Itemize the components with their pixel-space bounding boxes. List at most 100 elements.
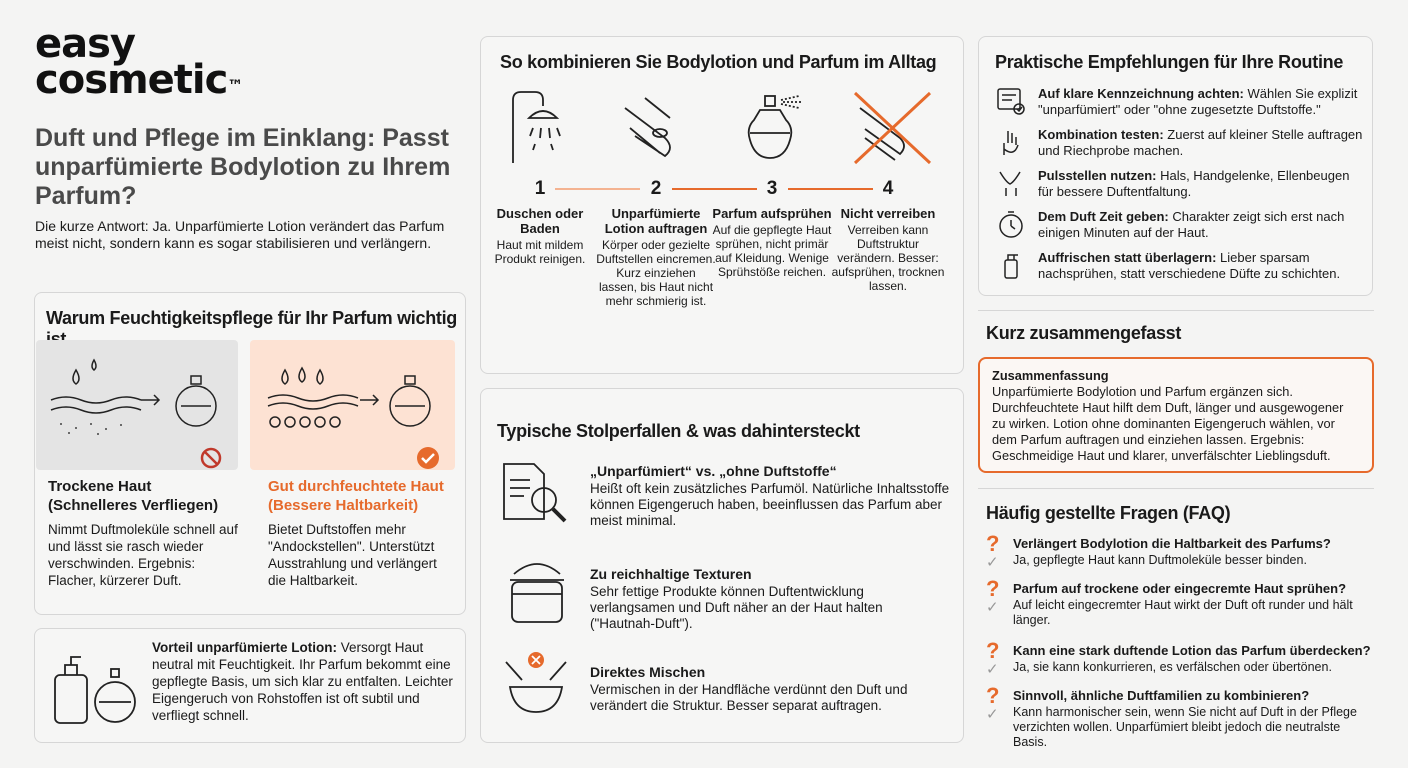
check-icon: ✓ bbox=[986, 706, 999, 723]
faq-item[interactable]: Parfum auf trockene oder eingecremte Hau… bbox=[1013, 581, 1373, 628]
step-connector bbox=[788, 188, 873, 190]
routine-card: So kombinieren Sie Bodylotion und Parfum… bbox=[480, 36, 964, 374]
pitfalls-title: Typische Stolperfallen & was dahinterste… bbox=[497, 421, 860, 441]
summary-box: Zusammenfassung Unparfümierte Bodylotion… bbox=[978, 357, 1374, 473]
mixing-bowl-icon bbox=[505, 652, 567, 713]
summary-text: Unparfümierte Bodylotion und Parfum ergä… bbox=[992, 384, 1344, 463]
pitfall-title: „Unparfümiert“ vs. „ohne Duftstoffe“ bbox=[590, 463, 837, 479]
dry-skin-desc: Nimmt Duftmoleküle schnell auf und lässt… bbox=[48, 522, 238, 588]
moist-skin-text: Gut durchfeuchtete Haut (Bessere Haltbar… bbox=[268, 477, 458, 589]
hands-lotion-icon bbox=[624, 97, 671, 158]
logo-tm: ™ bbox=[227, 76, 243, 95]
advantage-card: Vorteil unparfümierte Lotion: Versorgt H… bbox=[34, 628, 466, 743]
tip-label: Auf klare Kennzeichnung achten: bbox=[1038, 86, 1244, 101]
faq-answer: Ja, gepflegte Haut kann Duftmoleküle bes… bbox=[1013, 553, 1307, 567]
step-title: Duschen oder Baden bbox=[496, 206, 584, 236]
faq-question: Parfum auf trockene oder eingecremte Hau… bbox=[1013, 581, 1347, 596]
divider bbox=[978, 488, 1374, 489]
question-icon: ? bbox=[986, 531, 1000, 556]
moist-skin-desc: Bietet Duftstoffen mehr "Andockstellen".… bbox=[268, 522, 437, 588]
pitfall-item: Direktes Mischen Vermischen in der Handfl… bbox=[590, 664, 950, 714]
routine-icons bbox=[512, 91, 932, 165]
question-icon: ? bbox=[986, 683, 1000, 708]
prohibited-icon bbox=[200, 447, 222, 469]
document-search-icon bbox=[503, 463, 567, 523]
moist-skin-panel bbox=[250, 340, 455, 470]
step-1: 1 Duschen oder Baden Haut mit mildem Produ… bbox=[480, 178, 600, 266]
faq-title: Häufig gestellte Fragen (FAQ) bbox=[986, 503, 1231, 523]
hand-test-icon bbox=[1003, 131, 1019, 155]
advantage-body: Versorgt Haut neutral mit Feuchtigkeit. … bbox=[152, 640, 453, 723]
faq-item[interactable]: Verlängert Bodylotion die Haltbarkeit de… bbox=[1013, 536, 1373, 568]
lotion-bottles-icon bbox=[54, 656, 136, 724]
step-desc: Auf die gepflegte Haut sprühen, nicht pr… bbox=[712, 223, 832, 279]
dry-skin-text: Trockene Haut (Schnelleres Verfliegen) N… bbox=[48, 477, 238, 589]
pitfall-desc: Heißt oft kein zusätzliches Parfumöl. Na… bbox=[590, 481, 950, 528]
check-icon: ✓ bbox=[986, 599, 999, 616]
step-number: 2 bbox=[650, 178, 662, 199]
dry-skin-panel bbox=[36, 340, 238, 470]
pitfall-desc: Sehr fettige Produkte können Duftentwick… bbox=[590, 584, 883, 631]
check-circle-icon bbox=[417, 447, 439, 469]
step-number: 3 bbox=[766, 178, 778, 199]
stopwatch-icon bbox=[999, 211, 1023, 238]
tip-item: Dem Duft Zeit geben: Charakter zeigt sic… bbox=[1038, 209, 1368, 241]
tip-label: Kombination testen: bbox=[1038, 127, 1164, 142]
faq-item[interactable]: Sinnvoll, ähnliche Duftfamilien zu kombi… bbox=[1013, 688, 1373, 750]
step-title: Unparfümierte Lotion auftragen bbox=[604, 206, 708, 236]
step-connector bbox=[555, 188, 640, 190]
faq-answer: Ja, sie kann konkurrieren, es verfälsche… bbox=[1013, 660, 1332, 674]
tips-card: Praktische Empfehlungen für Ihre Routine bbox=[978, 36, 1373, 296]
tip-label: Auffrischen statt überlagern: bbox=[1038, 250, 1217, 265]
check-icon: ✓ bbox=[986, 661, 999, 678]
check-icon: ✓ bbox=[986, 554, 999, 571]
tip-item: Pulsstellen nutzen: Hals, Handgelenke, E… bbox=[1038, 168, 1368, 200]
cream-jar-icon bbox=[510, 563, 564, 623]
step-connector bbox=[672, 188, 757, 190]
tip-item: Auf klare Kennzeichnung achten: Wählen S… bbox=[1038, 86, 1368, 118]
step-desc: Körper oder gezielte Duftstellen eincrem… bbox=[596, 238, 716, 308]
step-2: 2 Unparfümierte Lotion auftragen Körper od… bbox=[596, 178, 716, 308]
faq-item[interactable]: Kann eine stark duftende Lotion das Parf… bbox=[1013, 643, 1373, 675]
dry-skin-title: Trockene Haut (Schnelleres Verfliegen) bbox=[48, 478, 219, 514]
tip-text: Zuerst auf kleiner Stelle auftragen und … bbox=[1038, 127, 1363, 158]
brand-logo: easy cosmetic™ bbox=[35, 24, 243, 100]
question-icon: ? bbox=[986, 638, 1000, 663]
routine-title: So kombinieren Sie Bodylotion und Parfum… bbox=[500, 52, 937, 72]
step-number: 4 bbox=[882, 178, 894, 199]
divider bbox=[978, 310, 1374, 311]
page-subtitle: Die kurze Antwort: Ja. Unparfümierte Lot… bbox=[35, 218, 445, 251]
dry-skin-illustration-icon bbox=[50, 358, 222, 469]
moist-skin-title: Gut durchfeuchtete Haut (Bessere Haltbar… bbox=[268, 478, 444, 514]
faq-answer: Auf leicht eingecremter Haut wirkt der D… bbox=[1013, 598, 1353, 627]
step-desc: Haut mit mildem Produkt reinigen. bbox=[494, 238, 586, 266]
pitfall-icons bbox=[503, 463, 567, 713]
summary-box-title: Zusammenfassung bbox=[992, 368, 1109, 383]
tip-label: Pulsstellen nutzen: bbox=[1038, 168, 1157, 183]
pitfall-item: „Unparfümiert“ vs. „ohne Duftstoffe“ Heiß… bbox=[590, 463, 950, 529]
step-number: 1 bbox=[534, 178, 546, 199]
spray-bottle-icon bbox=[1004, 254, 1018, 279]
advantage-label: Vorteil unparfümierte Lotion: bbox=[152, 640, 337, 655]
label-check-icon bbox=[997, 88, 1025, 115]
neck-icon bbox=[999, 171, 1021, 196]
no-rubbing-icon bbox=[853, 91, 932, 165]
faq-question: Verlängert Bodylotion die Haltbarkeit de… bbox=[1013, 536, 1331, 551]
tip-text: Wählen Sie explizit "unparfümiert" oder … bbox=[1038, 86, 1358, 117]
advantage-text: Vorteil unparfümierte Lotion: Versorgt H… bbox=[152, 639, 457, 724]
logo-line1: easy bbox=[35, 21, 136, 67]
pitfalls-card: Typische Stolperfallen & was dahinterste… bbox=[480, 388, 964, 743]
shower-icon bbox=[512, 91, 561, 163]
perfume-spray-icon bbox=[747, 95, 803, 159]
faq-answer: Kann harmonischer sein, wenn Sie nicht a… bbox=[1013, 705, 1357, 749]
step-title: Nicht verreiben bbox=[840, 206, 936, 221]
pitfall-desc: Vermischen in der Handfläche verdünnt de… bbox=[590, 682, 908, 713]
pitfall-item: Zu reichhaltige Texturen Sehr fettige Pro… bbox=[590, 566, 950, 632]
question-icon: ? bbox=[986, 576, 1000, 601]
step-desc: Verreiben kann Duftstruktur verändern. B… bbox=[831, 223, 945, 293]
tip-text: Charakter zeigt sich erst nach einigen M… bbox=[1038, 209, 1345, 240]
page-title: Duft und Pflege im Einklang: Passt unpar… bbox=[35, 124, 451, 210]
tip-text: Lieber sparsam nachsprühen, statt versch… bbox=[1038, 250, 1341, 281]
summary-heading: Kurz zusammengefasst bbox=[986, 323, 1182, 343]
step-title: Parfum aufsprühen bbox=[712, 206, 832, 221]
